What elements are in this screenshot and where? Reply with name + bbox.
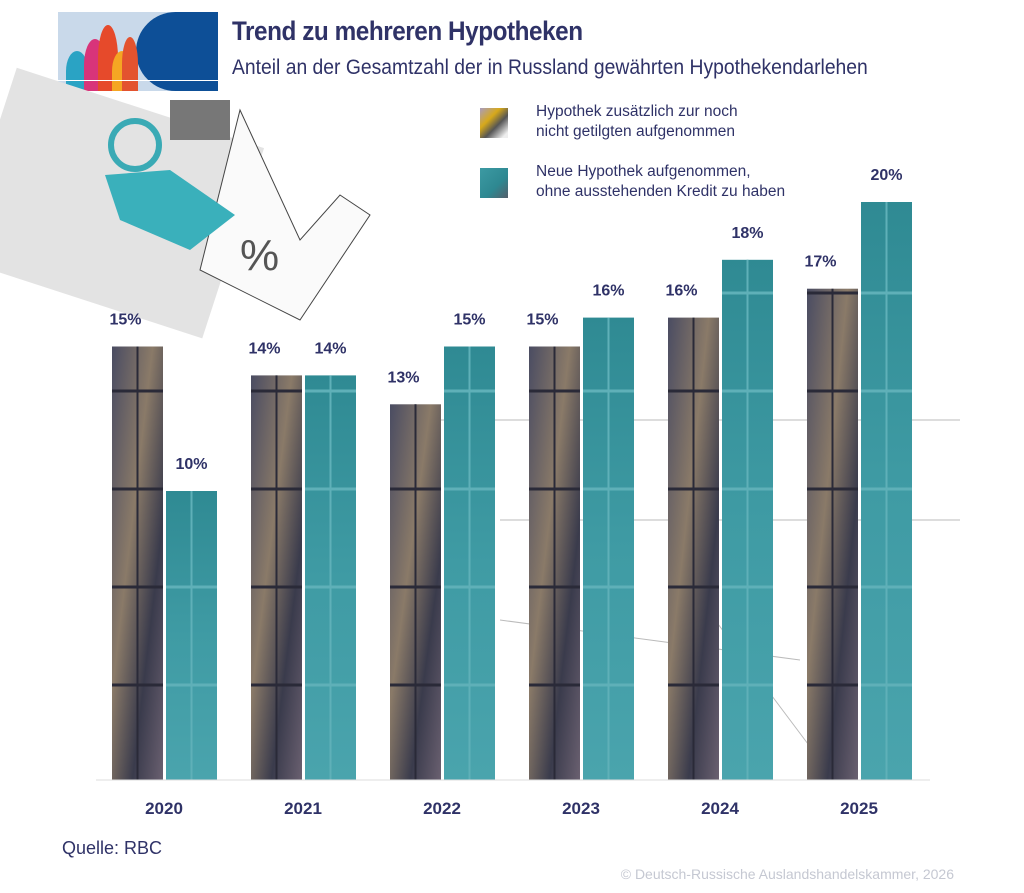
chart-title: Trend zu mehreren Hypotheken bbox=[232, 16, 583, 46]
data-label: 17% bbox=[804, 254, 836, 271]
legend-label: ohne ausstehenden Kredit zu haben bbox=[536, 183, 786, 200]
legend-item-additional: Hypothek zusätzlich zur noch nicht getil… bbox=[480, 102, 785, 162]
legend-label: Hypothek zusätzlich zur noch bbox=[536, 103, 738, 120]
data-label: 15% bbox=[453, 312, 485, 329]
data-label: 10% bbox=[175, 456, 207, 473]
data-label: 13% bbox=[387, 369, 419, 386]
legend-label: Neue Hypothek aufgenommen, bbox=[536, 163, 751, 180]
data-label: 14% bbox=[314, 340, 346, 357]
copyright: © Deutsch-Russische Auslandshandelskamme… bbox=[620, 866, 954, 882]
legend: Hypothek zusätzlich zur noch nicht getil… bbox=[480, 102, 785, 222]
x-tick-label: 2025 bbox=[840, 799, 878, 818]
data-label: 15% bbox=[109, 312, 141, 329]
calculator-illustration: % bbox=[0, 67, 371, 339]
x-tick-label: 2023 bbox=[562, 799, 600, 818]
data-label: 14% bbox=[248, 340, 280, 357]
legend-label: nicht getilgten aufgenommen bbox=[536, 123, 736, 140]
chart-subtitle: Anteil an der Gesamtzahl der in Russland… bbox=[232, 56, 868, 79]
data-label: 16% bbox=[665, 283, 697, 300]
logo bbox=[58, 12, 218, 91]
x-tick-label: 2022 bbox=[423, 799, 461, 818]
data-label: 20% bbox=[870, 167, 902, 184]
data-label: 16% bbox=[592, 283, 624, 300]
svg-text:%: % bbox=[240, 231, 279, 280]
x-tick-label: 2024 bbox=[701, 799, 739, 818]
source-note: Quelle: RBC bbox=[62, 838, 163, 858]
legend-swatch bbox=[480, 168, 508, 198]
data-label: 18% bbox=[731, 225, 763, 242]
x-tick-label: 2021 bbox=[284, 799, 322, 818]
legend-swatch bbox=[480, 108, 508, 138]
legend-item-new: Neue Hypothek aufgenommen, ohne ausstehe… bbox=[480, 162, 785, 222]
x-tick-label: 2020 bbox=[145, 799, 183, 818]
data-label: 15% bbox=[526, 312, 558, 329]
